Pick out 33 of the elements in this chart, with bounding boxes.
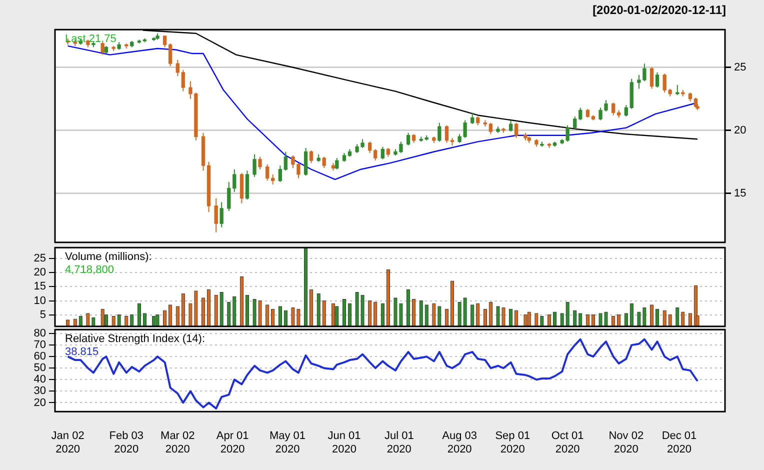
x-tick-label: Apr 01 2020 bbox=[216, 430, 249, 456]
chart-title: [2020-01-02/2020-12-11] bbox=[592, 3, 726, 17]
y-tick-label: 70 bbox=[34, 339, 46, 352]
annotation: Relative Strength Index (14): bbox=[65, 333, 206, 346]
x-tick-label: May 01 2020 bbox=[269, 430, 306, 456]
x-tick-label: Jul 01 2020 bbox=[384, 430, 414, 456]
x-tick-label: Aug 03 2020 bbox=[442, 430, 477, 456]
x-tick-label: Nov 02 2020 bbox=[608, 430, 644, 456]
y-tick-label: 80 bbox=[34, 328, 46, 340]
x-tick-label: Jan 02 2020 bbox=[51, 430, 84, 456]
y-tick-label: 15 bbox=[734, 187, 746, 200]
x-tick-label: Feb 03 2020 bbox=[109, 430, 144, 456]
x-tick-label: Jun 01 2020 bbox=[328, 430, 361, 456]
y-tick-label: 20 bbox=[734, 124, 746, 136]
annotation: 4,718,800 bbox=[65, 264, 114, 276]
y-tick-label: 15 bbox=[34, 280, 46, 293]
y-tick-label: 5 bbox=[40, 308, 46, 321]
y-tick-label: 30 bbox=[34, 385, 46, 398]
y-tick-label: 25 bbox=[734, 61, 746, 74]
annotation: Volume (millions): bbox=[65, 251, 152, 264]
x-tick-label: Oct 01 2020 bbox=[551, 430, 584, 456]
x-tick-label: Dec 01 2020 bbox=[662, 430, 697, 456]
y-tick-label: 50 bbox=[34, 362, 46, 374]
x-tick-label: Sep 01 2020 bbox=[495, 430, 530, 456]
y-tick-label: 20 bbox=[34, 396, 46, 409]
y-tick-label: 25 bbox=[34, 252, 46, 265]
y-tick-label: 10 bbox=[34, 294, 46, 307]
y-tick-label: 20 bbox=[34, 266, 46, 279]
y-tick-label: 40 bbox=[34, 374, 46, 386]
x-tick-label: Mar 02 2020 bbox=[160, 430, 195, 456]
annotation: 38.815 bbox=[65, 346, 99, 358]
y-tick-label: 60 bbox=[34, 350, 46, 363]
annotation: Last 21.75 bbox=[65, 33, 116, 46]
